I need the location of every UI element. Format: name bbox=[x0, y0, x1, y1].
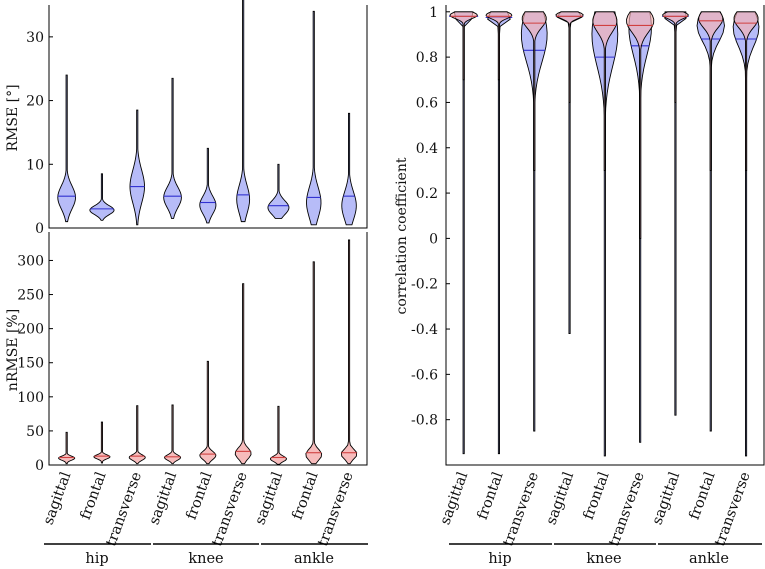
category-label-sagittal: sagittal bbox=[438, 470, 472, 527]
corr-axis bbox=[445, 5, 765, 466]
nrmse-violins bbox=[58, 239, 358, 465]
right-group-labels: hip knee ankle bbox=[449, 543, 762, 567]
nrmse-ytick-label: 100 bbox=[17, 390, 44, 406]
nrmse-violin-nrmse-0 bbox=[58, 431, 76, 465]
corr-ytick-label: -0.6 bbox=[411, 367, 438, 383]
corr-yticks: 1 0.8 0.6 0.4 0.2 0 -0.2 -0.4 -0.6 -0.8 bbox=[411, 5, 450, 429]
corr-violin-blue-6 bbox=[664, 11, 687, 416]
category-label-sagittal: sagittal bbox=[543, 470, 577, 527]
nrmse-violin-nrmse-5 bbox=[234, 283, 252, 465]
category-label-frontal: frontal bbox=[581, 470, 613, 522]
category-label-transverse: transverse bbox=[103, 470, 145, 549]
nrmse-violin-nrmse-1 bbox=[93, 421, 111, 464]
corr-violin-red-7 bbox=[698, 11, 724, 171]
corr-violin-blue-4 bbox=[591, 11, 619, 457]
category-label-transverse: transverse bbox=[209, 470, 251, 549]
corr-ytick-label: 0.4 bbox=[416, 141, 438, 157]
corr-ytick-label: 1 bbox=[429, 5, 438, 21]
nrmse-panel: nRMSE [%] 0 50 100 150 200 250 300 bbox=[5, 232, 368, 474]
group-label-ankle-right: ankle bbox=[689, 551, 729, 567]
nrmse-violin-nrmse-4 bbox=[199, 360, 217, 465]
corr-violins bbox=[449, 11, 760, 457]
rmse-ytick-label: 20 bbox=[26, 94, 44, 110]
category-label-sagittal: sagittal bbox=[41, 470, 75, 527]
corr-ytick-label: 0.6 bbox=[416, 95, 438, 111]
rmse-ytick-label: 30 bbox=[26, 30, 44, 46]
corr-ytick-label: 0.2 bbox=[416, 186, 438, 202]
nrmse-ylabel: nRMSE [%] bbox=[5, 309, 21, 391]
corr-violin-red-8 bbox=[733, 11, 759, 171]
corr-ytick-label: -0.8 bbox=[411, 413, 438, 429]
corr-ytick-label: -0.2 bbox=[411, 277, 438, 293]
group-label-hip-right: hip bbox=[488, 551, 511, 567]
category-label-transverse: transverse bbox=[606, 470, 648, 549]
category-label-transverse: transverse bbox=[500, 470, 542, 549]
group-label-hip-left: hip bbox=[85, 551, 108, 567]
rmse-violin-rmse-1 bbox=[89, 173, 115, 221]
rmse-ylabel: RMSE [°] bbox=[5, 84, 21, 151]
rmse-violin-rmse-7 bbox=[306, 10, 322, 226]
nrmse-violin-nrmse-8 bbox=[340, 239, 358, 465]
rmse-violin-rmse-4 bbox=[199, 147, 217, 224]
nrmse-violin-nrmse-6 bbox=[269, 405, 287, 465]
nrmse-ytick-label: 250 bbox=[17, 288, 44, 304]
nrmse-violin-nrmse-7 bbox=[305, 261, 323, 465]
rmse-violin-rmse-2 bbox=[129, 109, 145, 226]
group-label-ankle-left: ankle bbox=[294, 551, 334, 567]
rmse-axis bbox=[48, 5, 368, 229]
rmse-ytick-label: 0 bbox=[35, 221, 44, 237]
category-label-transverse: transverse bbox=[712, 470, 754, 549]
category-label-transverse: transverse bbox=[315, 470, 357, 549]
rmse-violin-rmse-6 bbox=[267, 163, 290, 219]
rmse-violins bbox=[57, 0, 357, 226]
rmse-violin-rmse-5 bbox=[236, 0, 251, 223]
nrmse-yticks: 0 50 100 150 200 250 300 bbox=[17, 253, 53, 474]
corr-panel: correlation coefficient 1 0.8 0.6 0.4 0.2 0 -0… bbox=[394, 5, 765, 466]
nrmse-ytick-label: 50 bbox=[26, 424, 44, 440]
nrmse-ytick-label: 0 bbox=[35, 458, 44, 474]
group-label-knee-left: knee bbox=[188, 551, 223, 567]
corr-violin-red-6 bbox=[662, 11, 689, 103]
corr-violin-red-3 bbox=[555, 11, 584, 103]
corr-ylabel: correlation coefficient bbox=[394, 157, 410, 314]
nrmse-violin-nrmse-2 bbox=[128, 405, 146, 465]
category-label-frontal: frontal bbox=[184, 470, 216, 522]
corr-ytick-label: -0.4 bbox=[411, 322, 438, 338]
rmse-yticks: 0 10 20 30 bbox=[26, 30, 53, 237]
group-label-knee-right: knee bbox=[586, 551, 621, 567]
corr-violin-red-4 bbox=[592, 11, 618, 171]
category-label-frontal: frontal bbox=[290, 470, 322, 522]
corr-violin-red-2 bbox=[521, 11, 547, 171]
corr-ytick-label: 0 bbox=[429, 231, 438, 247]
left-group-labels: hip knee ankle bbox=[44, 543, 368, 567]
nrmse-violin-nrmse-3 bbox=[164, 404, 182, 465]
nrmse-ytick-label: 200 bbox=[17, 322, 44, 338]
category-label-frontal: frontal bbox=[687, 470, 719, 522]
nrmse-axis bbox=[48, 232, 368, 466]
nrmse-ytick-label: 300 bbox=[17, 253, 44, 269]
corr-violin-red-1 bbox=[485, 11, 513, 81]
corr-violin-red-5 bbox=[626, 11, 655, 239]
category-label-frontal: frontal bbox=[78, 470, 110, 522]
rmse-violin-rmse-8 bbox=[341, 112, 357, 226]
category-label-sagittal: sagittal bbox=[146, 470, 180, 527]
nrmse-ytick-label: 150 bbox=[17, 356, 44, 372]
rmse-violin-rmse-3 bbox=[163, 77, 182, 219]
rmse-panel: RMSE [°] 0 10 20 30 bbox=[5, 0, 368, 237]
category-label-sagittal: sagittal bbox=[649, 470, 683, 527]
corr-violin-red-0 bbox=[449, 11, 478, 81]
corr-ytick-label: 0.8 bbox=[416, 50, 438, 66]
category-label-frontal: frontal bbox=[475, 470, 507, 522]
category-label-sagittal: sagittal bbox=[252, 470, 286, 527]
rmse-ytick-label: 10 bbox=[26, 157, 44, 173]
rmse-violin-rmse-0 bbox=[57, 74, 76, 223]
